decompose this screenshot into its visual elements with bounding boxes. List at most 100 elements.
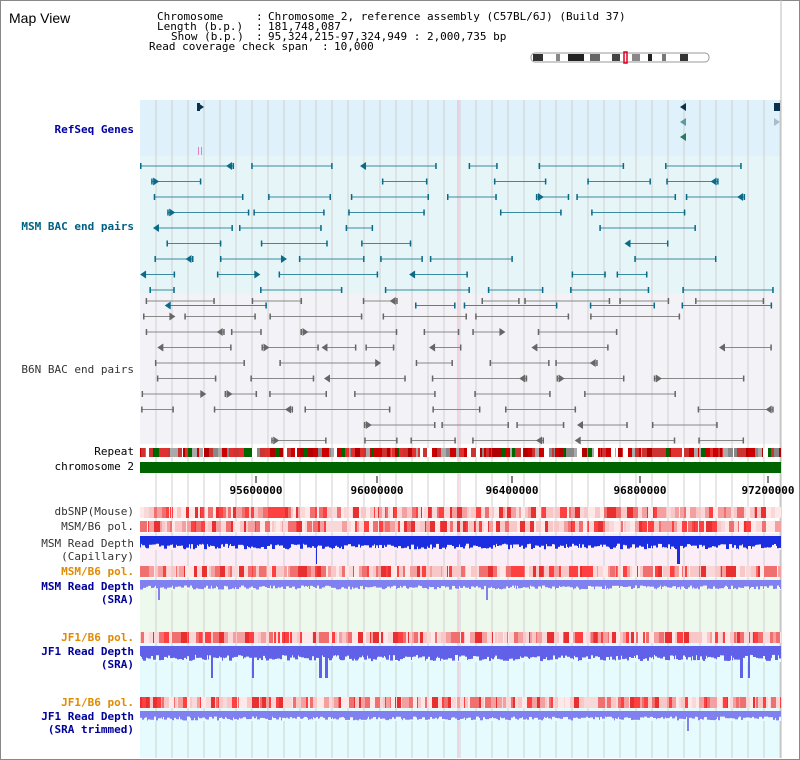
ideogram-band	[612, 54, 620, 61]
jf1-depth-sra-bar	[219, 646, 220, 657]
length-sep: :	[256, 20, 263, 33]
jf1-pol-heat	[266, 632, 269, 643]
jf1-depth-trim-bar	[425, 711, 428, 720]
jf1-depth-sra-bar	[422, 646, 425, 657]
msm-depth-cap-bar	[600, 536, 602, 545]
msm-pol-heat	[195, 521, 196, 532]
track-label-msm-pol-2[interactable]: MSM/B6 pol.	[61, 565, 134, 578]
msm-pol-heat-2	[367, 566, 369, 577]
jf1-depth-trim-bar	[581, 711, 583, 718]
msm-pol-heat	[469, 521, 474, 532]
jf1-pol-heat-2	[696, 697, 699, 708]
repeat-block	[699, 448, 701, 457]
track-label-msm-pol-1[interactable]: MSM/B6 pol.	[61, 520, 134, 533]
jf1-pol-heat-2	[375, 697, 380, 708]
jf1-depth-trim-bar	[519, 711, 520, 719]
msm-depth-cap-bar	[668, 536, 670, 545]
track-label-jf1-pol-2[interactable]: JF1/B6 pol.	[61, 696, 134, 709]
track-label-jf1-depth-sra[interactable]: JF1 Read Depth	[41, 645, 134, 658]
dbsnp-heat	[521, 507, 525, 518]
jf1-pol-heat-2	[201, 697, 205, 708]
track-label-jf1-pol-1[interactable]: JF1/B6 pol.	[61, 631, 134, 644]
track-label-refseq[interactable]: RefSeq Genes	[54, 123, 134, 136]
msm-pol-heat-2	[746, 566, 751, 577]
dbsnp-heat	[170, 507, 171, 518]
dbsnp-heat	[154, 507, 157, 518]
jf1-depth-trim-bar	[725, 711, 727, 719]
msm-bac-pair-end	[239, 225, 241, 231]
jf1-depth-trim-bar	[504, 711, 505, 718]
track-label-chromosome[interactable]: chromosome 2	[54, 460, 134, 473]
dbsnp-heat	[341, 507, 344, 518]
jf1-depth-sra-bar	[520, 646, 521, 657]
jf1-depth-sra-bar	[610, 646, 612, 657]
jf1-depth-sra-bar	[332, 646, 333, 659]
jf1-pol-heat	[406, 632, 408, 643]
jf1-depth-trim-bar	[588, 711, 590, 718]
msm-pol-heat-2	[603, 566, 608, 577]
jf1-depth-trim-bar	[239, 711, 240, 718]
jf1-pol-heat-2	[432, 697, 434, 708]
jf1-depth-trim-bar	[451, 711, 452, 718]
jf1-pol-heat-2	[418, 697, 421, 708]
msm-depth-sra-bar	[198, 580, 201, 589]
track-label-msm-depth-sra[interactable]: MSM Read Depth	[41, 580, 134, 593]
msm-pol-heat-2	[345, 566, 349, 577]
b6n-bac-pair-end	[214, 375, 217, 382]
dbsnp-heat	[616, 507, 621, 518]
repeat-block	[398, 448, 399, 457]
jf1-depth-trim-bar	[308, 711, 309, 720]
msm-depth-cap-bar	[658, 536, 660, 544]
jf1-depth-sra-bar	[651, 646, 652, 659]
msm-pol-heat	[505, 521, 509, 532]
repeat-block	[476, 448, 480, 457]
repeat-block	[181, 448, 182, 457]
track-label-msm-bac[interactable]: MSM BAC end pairs	[21, 220, 134, 233]
track-label-msm-depth-cap[interactable]: MSM Read Depth	[41, 537, 134, 550]
jf1-depth-sra-bar	[389, 646, 390, 656]
msm-depth-sra-bar	[390, 580, 391, 589]
msm-depth-cap-bar	[427, 536, 428, 547]
msm-depth-cap-bar	[404, 536, 407, 548]
jf1-depth-sra-bar	[293, 646, 295, 658]
track-label-b6n-bac[interactable]: B6N BAC end pairs	[21, 363, 134, 376]
jf1-depth-trim-bar	[663, 711, 665, 719]
repeat-block	[566, 448, 570, 457]
msm-depth-cap-bar	[351, 536, 354, 547]
jf1-depth-trim-bar	[479, 711, 480, 718]
jf1-depth-trim-bar	[309, 711, 311, 720]
jf1-depth-sra-bar	[441, 646, 443, 659]
jf1-depth-trim-bar	[612, 711, 614, 719]
track-label-repeat[interactable]: Repeat	[94, 445, 134, 458]
msm-pol-heat	[313, 521, 318, 532]
msm-pol-heat-2	[549, 566, 554, 577]
repeat-block	[392, 448, 394, 457]
jf1-pol-heat	[694, 632, 698, 643]
msm-depth-sra-bar	[154, 580, 155, 588]
dbsnp-heat	[528, 507, 531, 518]
jf1-depth-trim-bar	[151, 711, 154, 720]
track-label-jf1-depth-trim[interactable]: JF1 Read Depth	[41, 710, 134, 723]
jf1-depth-sra-bar	[140, 646, 141, 656]
jf1-depth-sra-bar	[708, 646, 711, 657]
msm-bac-pair-end	[232, 163, 235, 169]
msm-pol-heat-2	[194, 566, 195, 577]
msm-depth-sra-bar	[517, 580, 518, 586]
jf1-pol-heat	[177, 632, 181, 643]
jf1-depth-sra-bar	[352, 646, 354, 661]
jf1-depth-sra-bar	[225, 646, 227, 658]
repeat-block	[694, 448, 698, 457]
msm-depth-cap-bar	[690, 536, 691, 545]
repeat-block	[203, 448, 204, 457]
msm-bac-pair-end	[468, 163, 471, 169]
dbsnp-heat	[444, 507, 446, 518]
msm-pol-heat-2	[617, 566, 618, 577]
jf1-pol-heat-2	[401, 697, 402, 708]
msm-depth-sra-bar	[158, 580, 160, 600]
msm-pol-heat	[208, 521, 212, 532]
track-label-dbsnp[interactable]: dbSNP(Mouse)	[54, 505, 134, 518]
jf1-pol-heat	[302, 632, 305, 643]
jf1-pol-heat-2	[481, 697, 484, 708]
msm-depth-sra-bar	[510, 580, 512, 588]
